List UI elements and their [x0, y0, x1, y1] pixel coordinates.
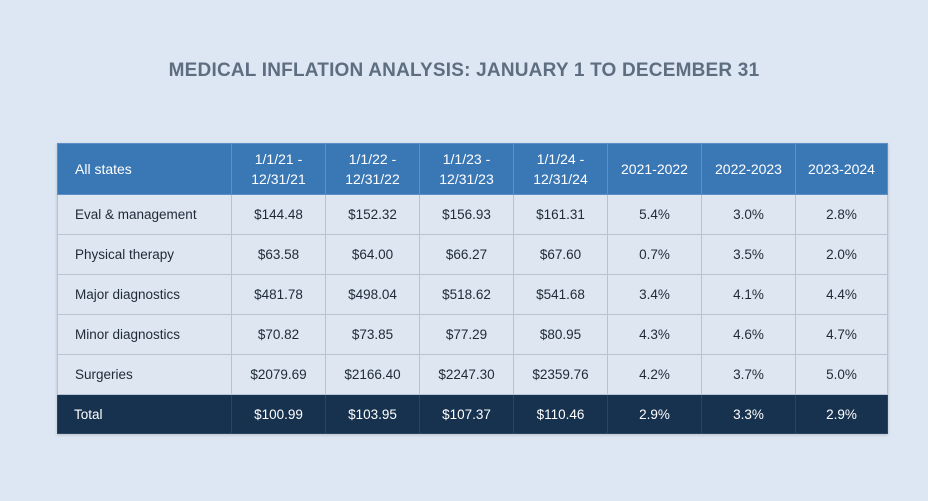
- row-label: Minor diagnostics: [57, 314, 232, 355]
- column-header-line: 12/31/24: [533, 171, 588, 187]
- column-header-line: 1/1/24 -: [536, 151, 585, 167]
- page-title: MEDICAL INFLATION ANALYSIS: JANUARY 1 TO…: [168, 60, 760, 81]
- table-row: Minor diagnostics $70.82 $73.85 $77.29 $80.9…: [57, 314, 888, 355]
- table-cell: $64.00: [325, 234, 420, 275]
- table-cell: $2166.40: [325, 354, 420, 395]
- table-cell: $144.48: [231, 194, 326, 235]
- table-cell: $66.27: [419, 234, 514, 275]
- table-row: Physical therapy $63.58 $64.00 $66.27 $67.60…: [57, 234, 888, 275]
- column-header-line: 2023-2024: [808, 161, 875, 177]
- column-header-line: 12/31/22: [345, 171, 400, 187]
- table-cell: 3.0%: [701, 194, 796, 235]
- total-label: Total: [57, 394, 232, 434]
- table-cell: $481.78: [231, 274, 326, 315]
- table-cell: 5.4%: [607, 194, 702, 235]
- table-cell: 3.7%: [701, 354, 796, 395]
- table-cell: $541.68: [513, 274, 608, 315]
- table-cell: 3.4%: [607, 274, 702, 315]
- row-label: Physical therapy: [57, 234, 232, 275]
- column-header-line: 1/1/23 -: [442, 151, 491, 167]
- inflation-table: All states 1/1/21 - 12/31/21 1/1/22 - 12/31/…: [57, 143, 888, 434]
- column-header-line: 2022-2023: [715, 161, 782, 177]
- total-cell: 3.3%: [701, 394, 796, 434]
- total-cell: $103.95: [325, 394, 420, 434]
- table-cell: 4.6%: [701, 314, 796, 355]
- table-cell: $498.04: [325, 274, 420, 315]
- table-cell: 4.1%: [701, 274, 796, 315]
- row-label: Surgeries: [57, 354, 232, 395]
- table-cell: 4.7%: [795, 314, 888, 355]
- table-cell: 2.8%: [795, 194, 888, 235]
- column-header: 1/1/23 - 12/31/23: [419, 143, 514, 195]
- total-cell: $110.46: [513, 394, 608, 434]
- column-header: 1/1/22 - 12/31/22: [325, 143, 420, 195]
- table-header-row: All states 1/1/21 - 12/31/21 1/1/22 - 12/31/…: [57, 143, 888, 195]
- column-header: 2022-2023: [701, 143, 796, 195]
- total-cell: 2.9%: [795, 394, 888, 434]
- table-cell: 3.5%: [701, 234, 796, 275]
- total-cell: 2.9%: [607, 394, 702, 434]
- total-row: Total $100.99 $103.95 $107.37 $110.46 2.9% 3.3…: [57, 394, 888, 434]
- table-cell: $67.60: [513, 234, 608, 275]
- column-header-line: 12/31/21: [251, 171, 306, 187]
- table-cell: $63.58: [231, 234, 326, 275]
- table-row: Major diagnostics $481.78 $498.04 $518.62 $5…: [57, 274, 888, 315]
- column-header-line: 1/1/21 -: [254, 151, 303, 167]
- column-header-line: 1/1/22 -: [348, 151, 397, 167]
- table-row: Eval & management $144.48 $152.32 $156.93 $1…: [57, 194, 888, 235]
- table-cell: $2079.69: [231, 354, 326, 395]
- table-cell: 4.3%: [607, 314, 702, 355]
- row-label: Major diagnostics: [57, 274, 232, 315]
- table-cell: $70.82: [231, 314, 326, 355]
- table-cell: 5.0%: [795, 354, 888, 395]
- total-cell: $107.37: [419, 394, 514, 434]
- table-cell: $156.93: [419, 194, 514, 235]
- table-cell: $152.32: [325, 194, 420, 235]
- column-header-line: 12/31/23: [439, 171, 494, 187]
- total-cell: $100.99: [231, 394, 326, 434]
- column-header: 1/1/24 - 12/31/24: [513, 143, 608, 195]
- table-cell: $77.29: [419, 314, 514, 355]
- column-header-line: All states: [75, 161, 132, 177]
- table-cell: $2359.76: [513, 354, 608, 395]
- column-header-line: 2021-2022: [621, 161, 688, 177]
- table-cell: 4.2%: [607, 354, 702, 395]
- table-row: Surgeries $2079.69 $2166.40 $2247.30 $2359.7…: [57, 354, 888, 395]
- table-cell: $73.85: [325, 314, 420, 355]
- table-body: Eval & management $144.48 $152.32 $156.93 $1…: [57, 194, 888, 434]
- column-header: 2021-2022: [607, 143, 702, 195]
- table-cell: 2.0%: [795, 234, 888, 275]
- column-header: 2023-2024: [795, 143, 888, 195]
- table-cell: $518.62: [419, 274, 514, 315]
- table-cell: 0.7%: [607, 234, 702, 275]
- column-header: All states: [57, 143, 232, 195]
- table-cell: $2247.30: [419, 354, 514, 395]
- table-cell: $80.95: [513, 314, 608, 355]
- table-cell: 4.4%: [795, 274, 888, 315]
- row-label: Eval & management: [57, 194, 232, 235]
- column-header: 1/1/21 - 12/31/21: [231, 143, 326, 195]
- table-cell: $161.31: [513, 194, 608, 235]
